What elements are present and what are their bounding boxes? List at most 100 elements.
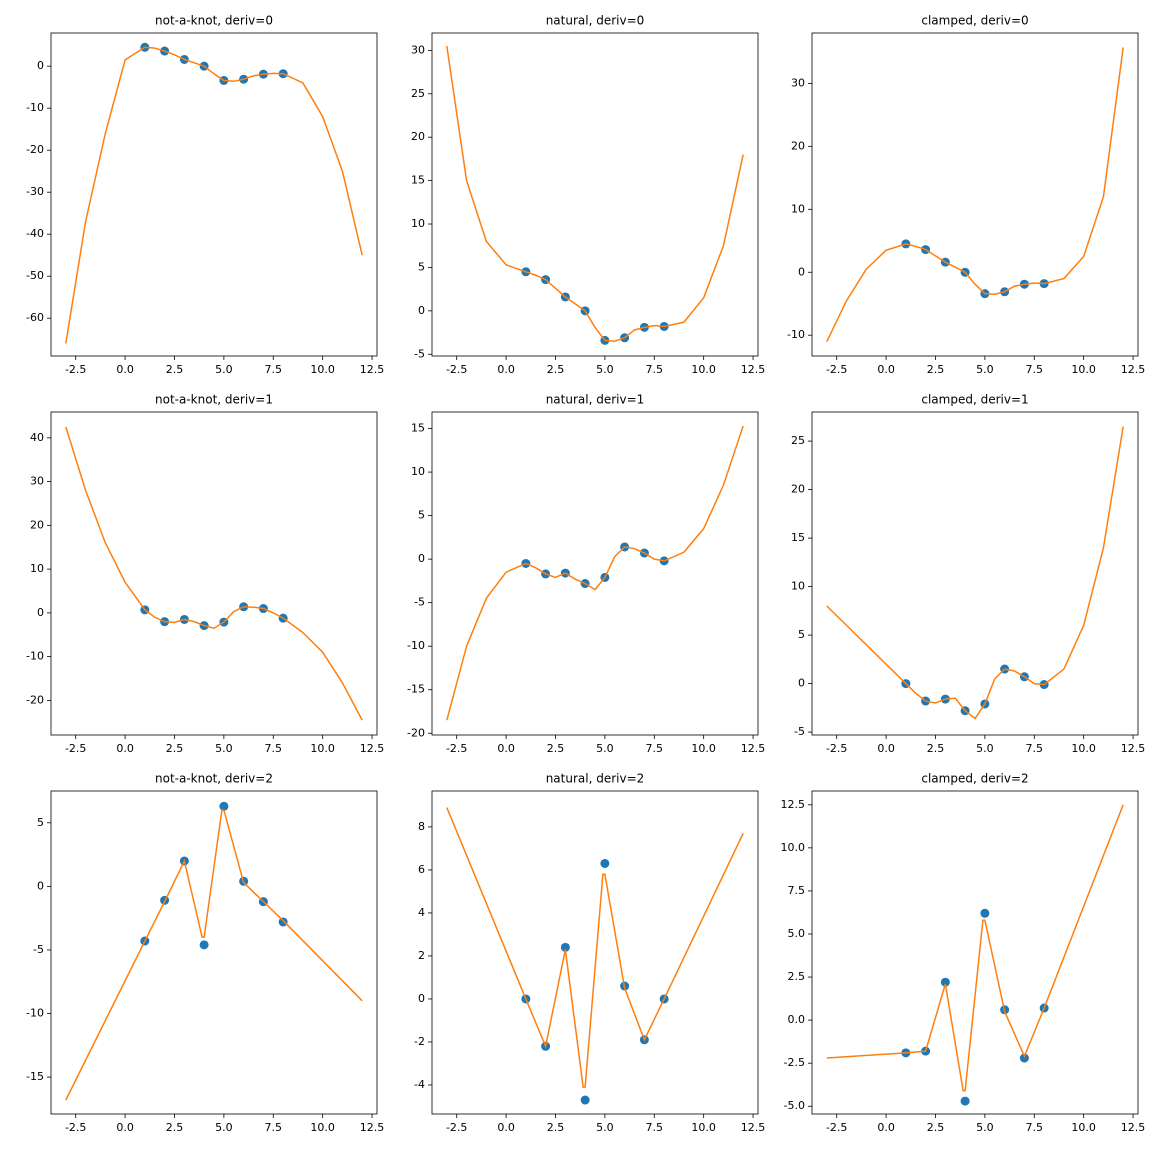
subplot-title: not-a-knot, deriv=1	[155, 393, 273, 407]
subplot-title: clamped, deriv=0	[921, 14, 1028, 28]
y-tick-label: -20	[26, 143, 44, 156]
x-tick-label: 7.5	[265, 1121, 283, 1134]
x-tick-label: 0.0	[497, 363, 515, 376]
y-tick-label: 0	[418, 992, 425, 1005]
y-tick-label: -5	[33, 943, 44, 956]
x-tick-label: 5.0	[596, 363, 614, 376]
subplot: natural, deriv=0 -2.5 0.0 2.5 5.0 7.5 10.0 12.5…	[411, 14, 765, 377]
y-tick-label: 5	[418, 509, 425, 522]
plot-area	[65, 42, 363, 344]
plot-area	[65, 801, 363, 1101]
x-tick-label: 7.5	[265, 363, 283, 376]
y-tick-label: 12.5	[781, 798, 806, 811]
axes-frame	[811, 32, 1139, 357]
subplot-title: not-a-knot, deriv=2	[155, 772, 273, 786]
subplot-title: clamped, deriv=1	[921, 393, 1028, 407]
plot-area	[446, 425, 744, 721]
x-tick-label: 12.5	[1121, 363, 1146, 376]
x-tick-label: 0.0	[877, 363, 895, 376]
x-tick-label: 2.5	[927, 363, 945, 376]
y-tick-label: 0	[418, 552, 425, 565]
subplot-title: natural, deriv=2	[546, 772, 645, 786]
plot-area	[446, 45, 744, 345]
x-tick-label: 5.0	[976, 742, 994, 755]
curve	[826, 426, 1124, 720]
data-point	[278, 917, 288, 927]
y-tick-label: 20	[30, 518, 44, 531]
x-tick-label: 0.0	[877, 742, 895, 755]
y-tick-label: 30	[30, 475, 44, 488]
curve	[446, 807, 744, 1088]
x-tick-label: 0.0	[116, 1121, 134, 1134]
y-tick-label: -5.0	[784, 1099, 805, 1112]
x-tick-label: 10.0	[1071, 1121, 1096, 1134]
y-tick-label: 25	[791, 434, 805, 447]
data-point	[980, 908, 990, 918]
y-tick-label: 30	[791, 76, 805, 89]
axes-frame	[431, 411, 759, 736]
x-tick-label: -2.5	[65, 363, 86, 376]
subplot-title: natural, deriv=0	[546, 14, 645, 28]
axes-frame	[50, 790, 378, 1115]
x-tick-label: 2.5	[547, 742, 565, 755]
x-tick-label: 2.5	[927, 742, 945, 755]
y-tick-label: 10.0	[781, 841, 806, 854]
y-tick-label: -10	[26, 101, 44, 114]
y-tick-label: 5	[37, 816, 44, 829]
axes-frame	[811, 411, 1139, 736]
curve	[65, 809, 363, 1101]
data-point	[219, 801, 229, 811]
y-tick-label: -10	[407, 639, 425, 652]
y-tick-label: -5	[414, 596, 425, 609]
x-tick-label: 2.5	[547, 1121, 565, 1134]
y-tick-label: 20	[791, 483, 805, 496]
data-point	[960, 1096, 970, 1106]
x-tick-label: 5.0	[215, 742, 233, 755]
subplot-title: not-a-knot, deriv=0	[155, 14, 273, 28]
y-tick-label: -2	[414, 1035, 425, 1048]
x-tick-label: 10.0	[310, 363, 335, 376]
data-point	[560, 942, 570, 952]
y-tick-label: 0	[798, 677, 805, 690]
x-tick-label: -2.5	[446, 742, 467, 755]
x-tick-label: 10.0	[310, 742, 335, 755]
y-tick-label: 4	[418, 906, 425, 919]
y-tick-label: -40	[26, 227, 44, 240]
data-point	[199, 940, 209, 950]
y-tick-label: 15	[411, 174, 425, 187]
x-tick-label: 2.5	[166, 1121, 184, 1134]
plot-area	[65, 426, 363, 721]
x-tick-label: -2.5	[446, 1121, 467, 1134]
x-tick-label: -2.5	[826, 1121, 847, 1134]
plot-area	[826, 47, 1124, 342]
plot-area	[826, 426, 1124, 720]
y-tick-label: 0	[37, 59, 44, 72]
data-point	[940, 977, 950, 987]
x-tick-label: 10.0	[691, 363, 716, 376]
x-tick-label: 5.0	[215, 1121, 233, 1134]
y-tick-label: -60	[26, 311, 44, 324]
x-tick-label: 2.5	[166, 742, 184, 755]
x-tick-label: 12.5	[741, 363, 766, 376]
y-tick-label: -2.5	[784, 1056, 805, 1069]
subplot-title: natural, deriv=1	[546, 393, 645, 407]
y-tick-label: 7.5	[788, 884, 806, 897]
y-tick-label: -10	[26, 650, 44, 663]
curve	[65, 426, 363, 721]
x-tick-label: 7.5	[646, 1121, 664, 1134]
y-tick-label: 15	[411, 422, 425, 435]
x-tick-label: -2.5	[826, 363, 847, 376]
x-tick-label: 7.5	[1026, 742, 1044, 755]
x-tick-label: -2.5	[65, 1121, 86, 1134]
y-tick-label: 0.0	[788, 1013, 806, 1026]
subplot: natural, deriv=1 -2.5 0.0 2.5 5.0 7.5 10.0 12.5…	[407, 393, 765, 756]
y-tick-label: 0	[798, 265, 805, 278]
subplot: clamped, deriv=2 -2.5 0.0 2.5 5.0 7.5 10.0 12.5…	[781, 772, 1146, 1135]
y-tick-label: -15	[26, 1070, 44, 1083]
x-tick-label: 5.0	[976, 1121, 994, 1134]
subplot: not-a-knot, deriv=1 -2.5 0.0 2.5 5.0 7.5 10.0 1…	[26, 393, 384, 756]
y-tick-label: 5	[418, 260, 425, 273]
y-tick-label: -20	[26, 693, 44, 706]
y-tick-label: -5	[794, 725, 805, 738]
